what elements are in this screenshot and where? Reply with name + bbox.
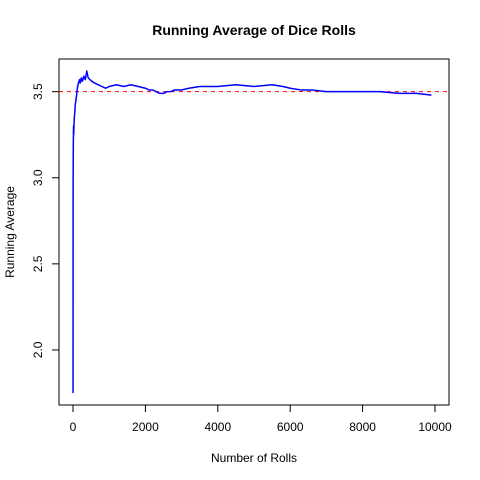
- x-tick-label: 10000: [418, 420, 452, 434]
- y-tick-label: 3.0: [31, 169, 45, 186]
- x-axis-label: Number of Rolls: [211, 451, 297, 465]
- series-line: [72, 70, 432, 394]
- y-axis-label: Running Average: [3, 186, 17, 278]
- x-tick-label: 4000: [204, 420, 231, 434]
- y-tick-label: 3.5: [31, 83, 45, 100]
- x-tick-label: 0: [70, 420, 77, 434]
- y-axis: 2.0 2.5 3.0 3.5: [31, 83, 60, 358]
- y-tick-label: 2.0: [31, 341, 45, 358]
- x-tick-label: 2000: [132, 420, 159, 434]
- x-axis: 0 2000 4000 6000 8000 10000: [70, 404, 452, 434]
- x-tick-label: 6000: [277, 420, 304, 434]
- plot-area-frame: [58, 58, 450, 406]
- y-tick-label: 2.5: [31, 255, 45, 272]
- x-tick-label: 8000: [349, 420, 376, 434]
- chart-title: Running Average of Dice Rolls: [152, 22, 356, 38]
